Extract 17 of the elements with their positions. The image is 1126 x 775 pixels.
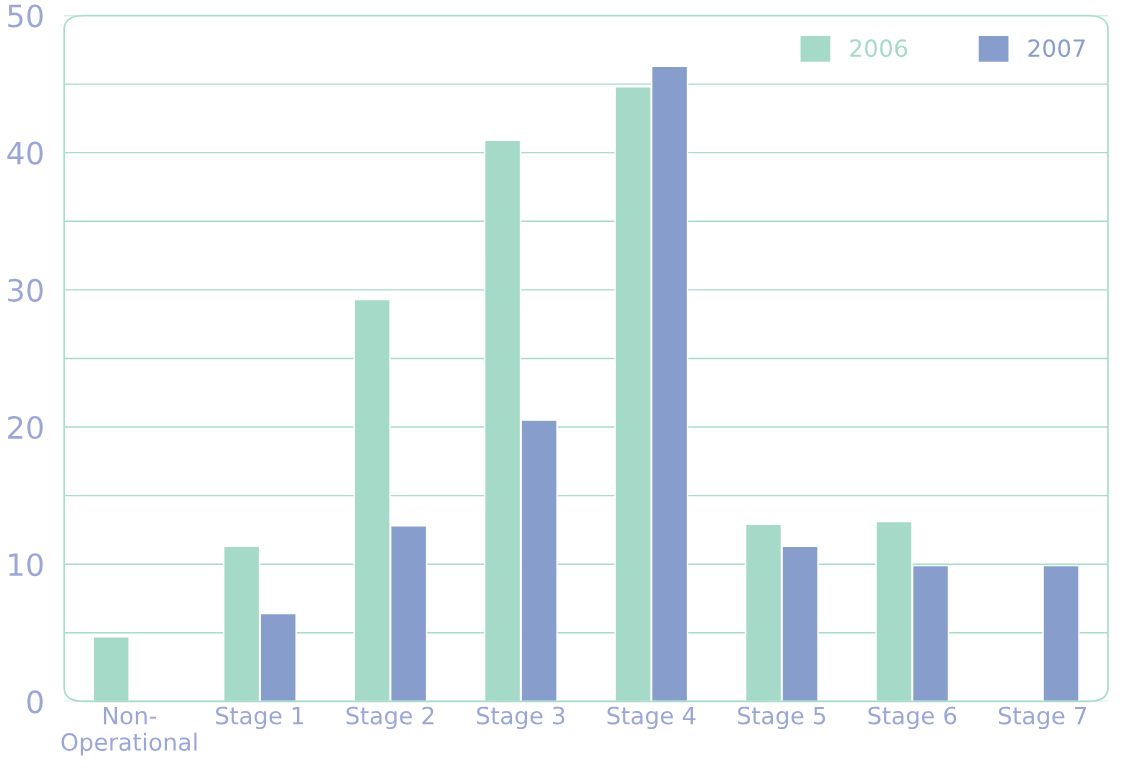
x-tick-label: Stage 4 [607, 706, 696, 730]
bar [1042, 564, 1080, 702]
x-tick-label: Stage 6 [868, 706, 957, 730]
y-tick-label: 20 [8, 415, 43, 440]
x-tick-label: Stage 3 [477, 706, 565, 730]
y-tick-label: 40 [7, 141, 43, 165]
x-tick-label: Stage 5 [737, 706, 826, 730]
y-tick-label: 50 [8, 4, 43, 28]
x-tick-label: Stage 2 [346, 706, 434, 730]
x-tick-label: Stage 7 [998, 706, 1087, 730]
legend-label: 2007 [1028, 39, 1085, 58]
y-tick-label: 0 [27, 690, 43, 714]
x-tick-label: Non- Operational [61, 706, 197, 756]
y-tick-label: 30 [8, 278, 43, 302]
y-tick-label: 10 [9, 553, 43, 577]
x-tick-label: Stage 1 [216, 706, 304, 730]
legend-label: 2006 [850, 39, 908, 58]
